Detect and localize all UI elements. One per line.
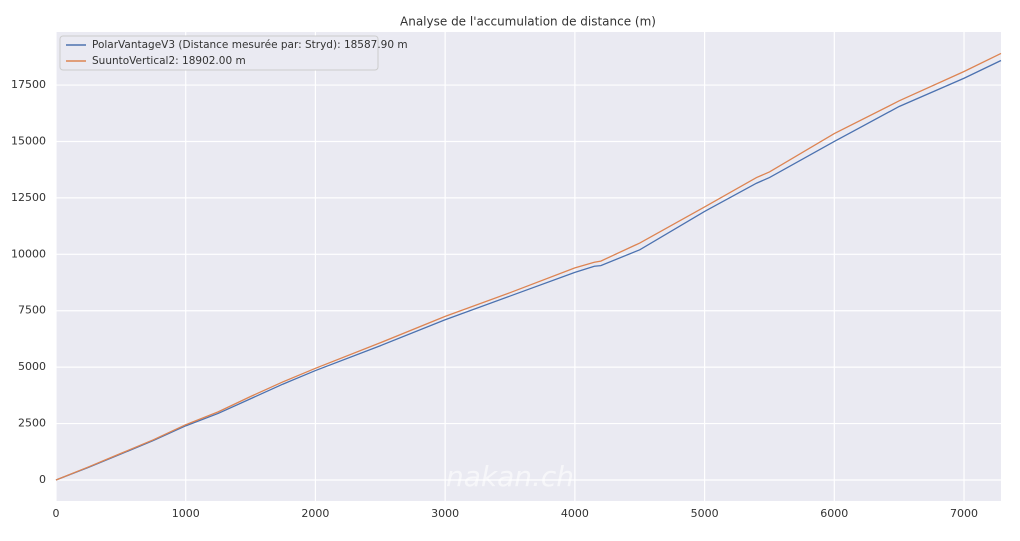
plot-area	[56, 32, 1001, 501]
y-tick-label: 10000	[11, 247, 46, 260]
y-tick-label: 15000	[11, 134, 46, 147]
x-tick-label: 0	[53, 507, 60, 520]
x-tick-label: 3000	[431, 507, 459, 520]
x-tick-label: 2000	[301, 507, 329, 520]
x-tick-label: 6000	[820, 507, 848, 520]
x-tick-label: 4000	[561, 507, 589, 520]
y-tick-label: 7500	[18, 304, 46, 317]
y-tick-label: 2500	[18, 417, 46, 430]
y-tick-label: 5000	[18, 360, 46, 373]
x-tick-label: 1000	[172, 507, 200, 520]
series-line	[55, 59, 1002, 481]
series-line	[55, 52, 1002, 481]
chart-title: Analyse de l'accumulation de distance (m…	[400, 15, 656, 29]
legend-label: SuuntoVertical2: 18902.00 m	[92, 55, 246, 67]
x-tick-label: 5000	[691, 507, 719, 520]
legend: PolarVantageV3 (Distance mesurée par: St…	[59, 35, 408, 71]
y-tick-label: 17500	[11, 78, 46, 91]
watermark: nakan.ch	[446, 460, 574, 493]
x-tick-label: 7000	[950, 507, 978, 520]
legend-box	[59, 35, 379, 71]
y-tick-label: 12500	[11, 191, 46, 204]
legend-label: PolarVantageV3 (Distance mesurée par: St…	[92, 39, 408, 51]
y-tick-label: 0	[39, 473, 46, 486]
